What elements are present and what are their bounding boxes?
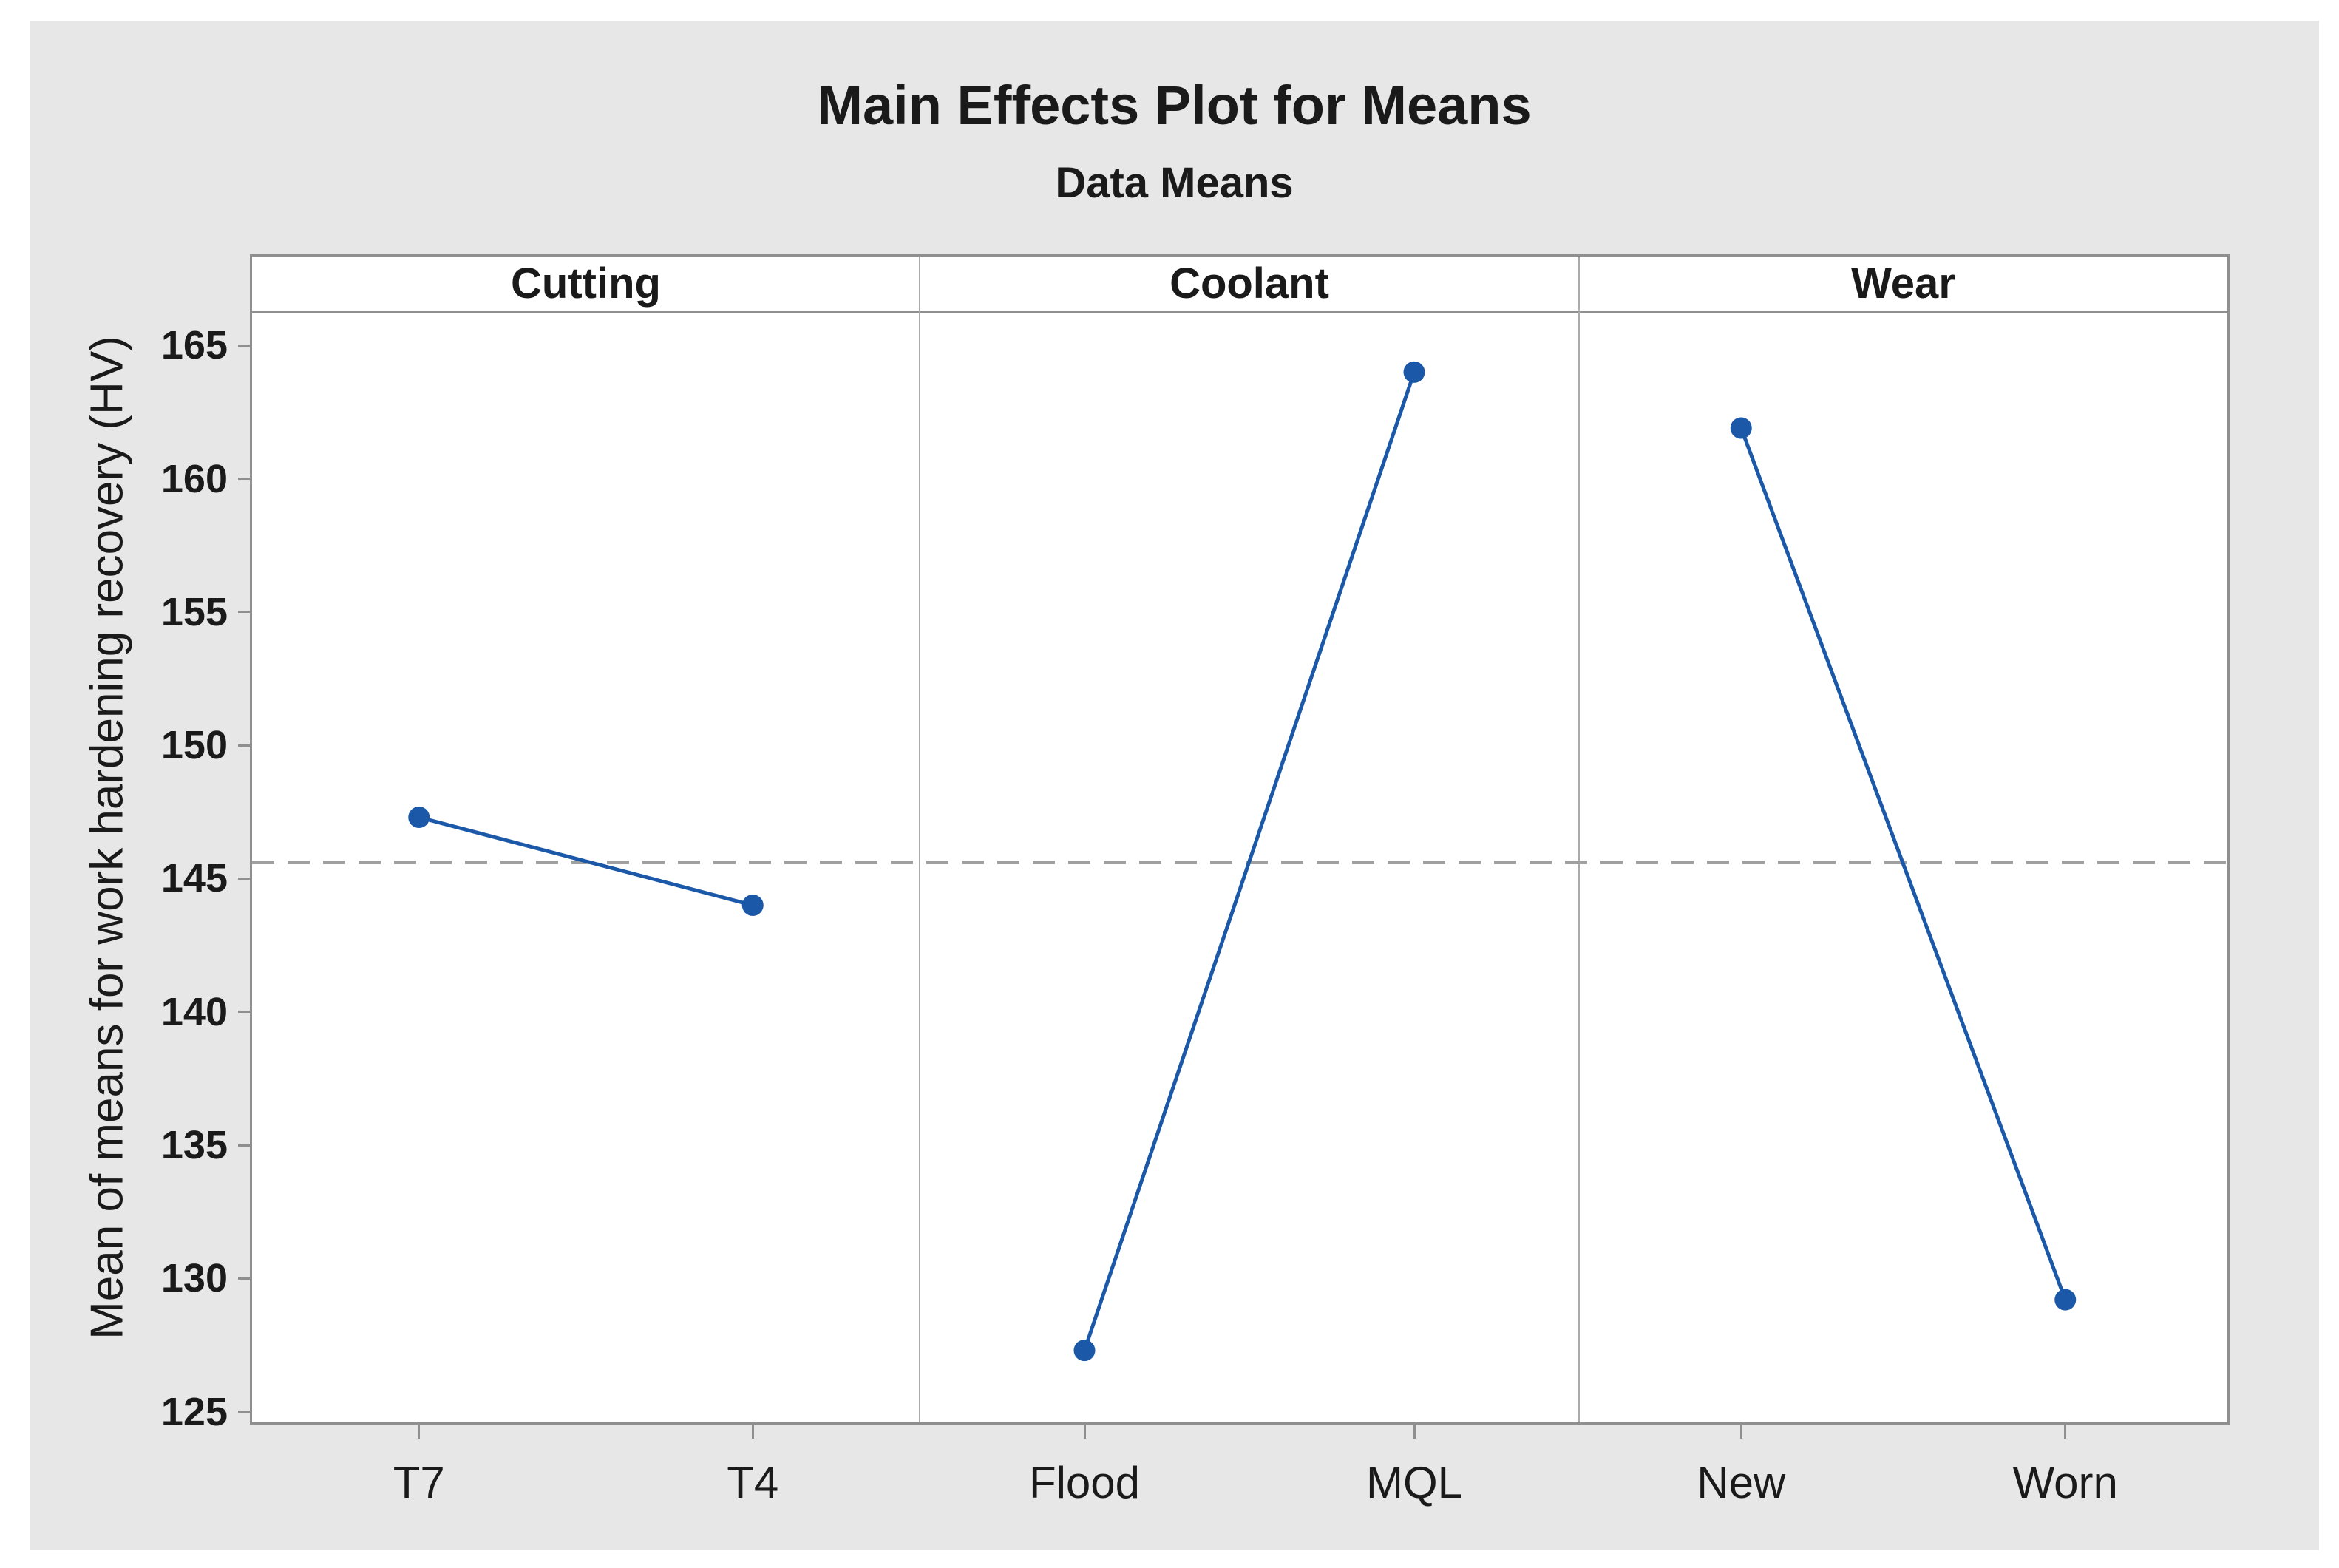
series-line-coolant bbox=[1082, 370, 1416, 1353]
y-axis-tick-160 bbox=[238, 478, 250, 481]
data-point-worn bbox=[2054, 1289, 2077, 1311]
y-axis-tick-label-145: 145 bbox=[160, 856, 228, 901]
y-axis-tick-label-165: 165 bbox=[160, 323, 228, 368]
x-axis-tick-mql bbox=[1413, 1422, 1416, 1439]
y-axis-tick-label-155: 155 bbox=[160, 589, 228, 634]
x-axis-tick-new bbox=[1739, 1422, 1742, 1439]
x-axis-label-mql: MQL bbox=[1365, 1458, 1463, 1507]
x-axis-tick-worn bbox=[2064, 1422, 2067, 1439]
data-point-new bbox=[1730, 417, 1752, 439]
y-axis-tick-label-150: 150 bbox=[160, 723, 228, 768]
x-axis-tick-t4 bbox=[751, 1422, 754, 1439]
data-point-t4 bbox=[741, 894, 764, 916]
panel-header-cutting: Cutting bbox=[511, 259, 661, 308]
x-axis-label-new: New bbox=[1697, 1458, 1786, 1507]
chart-canvas bbox=[252, 361, 2227, 1362]
x-axis-label-t4: T4 bbox=[727, 1458, 779, 1507]
panel-header-underline bbox=[252, 311, 2227, 313]
y-axis-tick-135 bbox=[238, 1144, 250, 1147]
y-axis-tick-140 bbox=[238, 1011, 250, 1014]
chart-subtitle: Data Means bbox=[1055, 159, 1294, 207]
y-axis-tick-label-140: 140 bbox=[160, 989, 228, 1034]
y-axis-tick-label-125: 125 bbox=[160, 1389, 228, 1434]
x-axis-tick-t7 bbox=[418, 1422, 421, 1439]
x-axis-label-worn: Worn bbox=[2012, 1458, 2118, 1507]
panel-header-coolant: Coolant bbox=[1170, 259, 1329, 308]
y-axis-tick-145 bbox=[238, 877, 250, 880]
x-axis-label-t7: T7 bbox=[393, 1458, 445, 1507]
x-axis-label-flood: Flood bbox=[1028, 1458, 1141, 1507]
y-axis-tick-130 bbox=[238, 1277, 250, 1280]
y-axis-tick-label-130: 130 bbox=[160, 1256, 228, 1301]
series-line-wear bbox=[1739, 426, 2068, 1302]
y-axis-tick-155 bbox=[238, 611, 250, 614]
y-axis-tick-label-160: 160 bbox=[160, 456, 228, 501]
y-axis-tick-165 bbox=[238, 344, 250, 347]
panel-divider-2 bbox=[1578, 257, 1580, 1422]
x-axis-tick-flood bbox=[1083, 1422, 1086, 1439]
panel-header-wear: Wear bbox=[1851, 259, 1955, 308]
plot-frame bbox=[250, 254, 2230, 1425]
y-axis-tick-label-135: 135 bbox=[160, 1123, 228, 1167]
series-line-cutting bbox=[417, 815, 755, 907]
y-axis-tick-150 bbox=[238, 744, 250, 747]
data-point-mql bbox=[1403, 361, 1425, 383]
data-point-flood bbox=[1073, 1340, 1096, 1362]
chart-title: Main Effects Plot for Means bbox=[817, 75, 1532, 136]
y-axis-tick-125 bbox=[238, 1411, 250, 1413]
panel-divider-1 bbox=[919, 257, 920, 1422]
data-point-t7 bbox=[408, 806, 430, 828]
main-effects-plot: Main Effects Plot for Means Data Means M… bbox=[30, 21, 2319, 1550]
